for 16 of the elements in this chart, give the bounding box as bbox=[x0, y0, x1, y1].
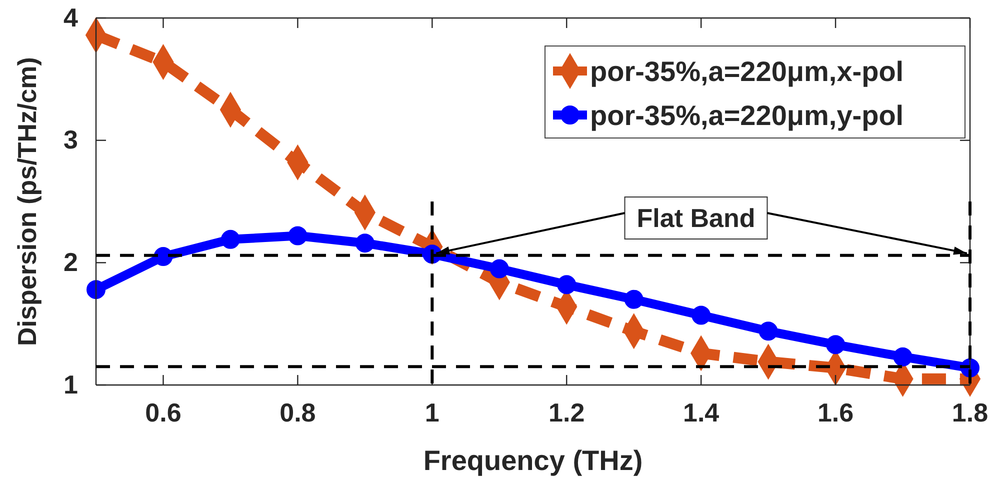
annotation: Flat Band bbox=[636, 203, 756, 233]
y-axis-title: Dispersion (ps/THz/cm) bbox=[12, 57, 42, 346]
y-tick-label: 4 bbox=[64, 2, 79, 32]
legend-label: por-35%,a=220μm,x-pol bbox=[590, 56, 904, 87]
x-tick-label: 1.8 bbox=[952, 397, 988, 428]
y-tick-label: 1 bbox=[64, 369, 78, 400]
x-axis-title: Frequency (THz) bbox=[423, 445, 643, 476]
x-tick-label: 0.6 bbox=[145, 397, 182, 428]
x-tick-label: 1.2 bbox=[548, 397, 585, 428]
legend-label: por-35%,a=220μm,y-pol bbox=[590, 100, 904, 131]
y-tick-label: 3 bbox=[64, 124, 78, 155]
y-tick-label: 2 bbox=[64, 246, 78, 277]
x-tick-label: 1.6 bbox=[817, 397, 854, 428]
x-tick-label: 1.4 bbox=[683, 397, 720, 428]
x-tick-label: 1 bbox=[424, 397, 440, 428]
x-tick-label: 0.8 bbox=[280, 397, 316, 428]
